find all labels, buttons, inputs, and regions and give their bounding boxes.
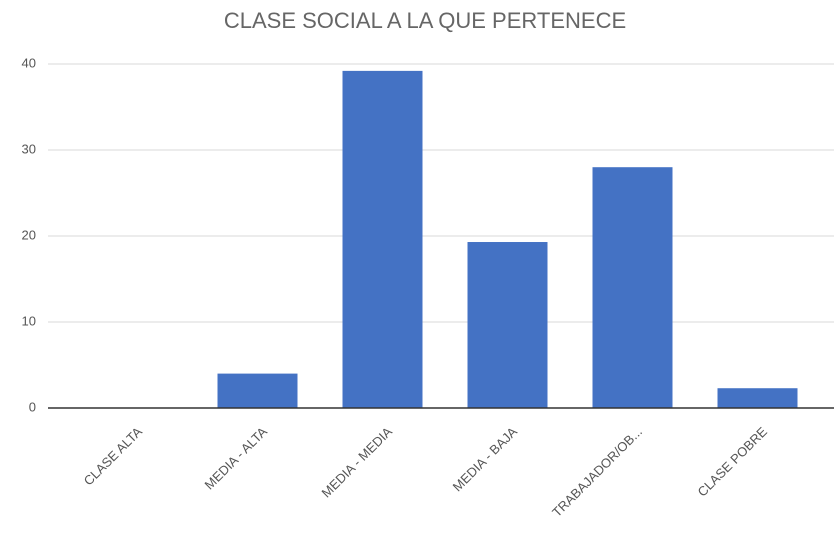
bar <box>467 242 548 408</box>
y-tick-label: 20 <box>22 227 36 242</box>
y-tick-label: 30 <box>22 141 36 156</box>
x-tick-label: TRABAJADOR/OB... <box>549 424 645 520</box>
x-tick-label: CLASE POBRE <box>695 424 771 500</box>
chart-title: CLASE SOCIAL A LA QUE PERTENECE <box>224 8 626 33</box>
x-tick-label: MEDIA - ALTA <box>202 424 271 493</box>
x-tick-label: CLASE ALTA <box>81 424 146 489</box>
bar <box>592 167 673 408</box>
bar <box>342 70 423 408</box>
x-tick-label: MEDIA - BAJA <box>450 424 521 495</box>
y-tick-label: 0 <box>29 399 36 414</box>
bar <box>717 388 798 408</box>
x-tick-label: MEDIA - MEDIA <box>319 424 396 501</box>
y-tick-label: 10 <box>22 313 36 328</box>
bar <box>217 373 298 408</box>
y-tick-label: 40 <box>22 55 36 70</box>
